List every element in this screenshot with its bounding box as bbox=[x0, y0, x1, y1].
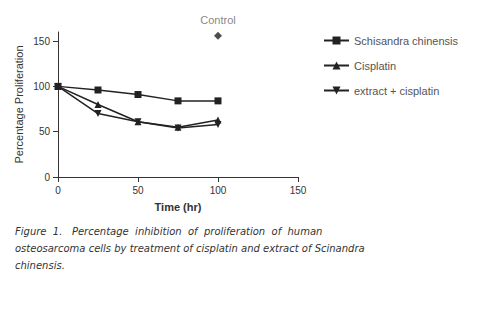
svg-text:Time (hr): Time (hr) bbox=[155, 201, 202, 213]
svg-text:50: 50 bbox=[132, 185, 144, 196]
svg-text:Control: Control bbox=[200, 14, 235, 26]
svg-text:Cisplatin: Cisplatin bbox=[354, 60, 396, 72]
svg-text:Figure 1. Percentage inhib: Figure 1. Percentage inhibition of proli… bbox=[15, 226, 322, 237]
svg-text:0: 0 bbox=[44, 172, 50, 183]
svg-text:Schisandra chinensis: Schisandra chinensis bbox=[354, 35, 458, 47]
svg-text:50: 50 bbox=[39, 126, 51, 137]
svg-text:100: 100 bbox=[33, 81, 50, 92]
svg-text:100: 100 bbox=[210, 185, 227, 196]
svg-text:150: 150 bbox=[290, 185, 307, 196]
svg-text:extract + cisplatin: extract + cisplatin bbox=[354, 85, 439, 97]
svg-text:Percentage Proliferation: Percentage Proliferation bbox=[13, 45, 25, 163]
svg-text:osteosarcoma cells by treatmen: osteosarcoma cells by treatment of cispl… bbox=[15, 243, 365, 254]
svg-text:150: 150 bbox=[33, 36, 50, 47]
svg-text:chinensis.: chinensis. bbox=[15, 260, 65, 271]
svg-text:0: 0 bbox=[55, 185, 61, 196]
